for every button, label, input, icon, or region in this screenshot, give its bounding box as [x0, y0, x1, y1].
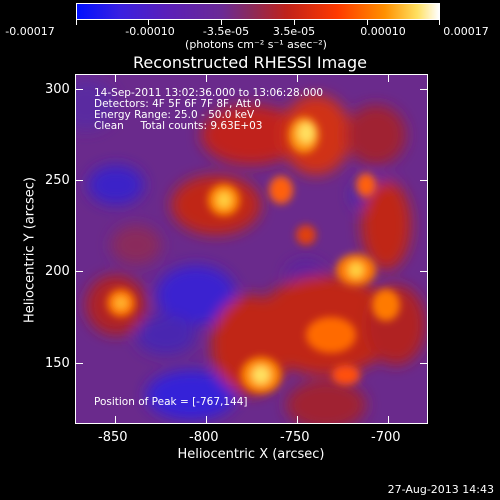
colorbar-tick-label: 0.00010: [360, 25, 406, 38]
colorbar-tick-label: 3.5e-05: [272, 25, 316, 38]
peak-position-annotation: Position of Peak = [-767,144]: [94, 396, 248, 408]
clean-annotation: Clean Total counts: 9.63E+03: [94, 120, 263, 132]
x-tick: [115, 416, 116, 424]
timestamp: 27-Aug-2013 14:43: [387, 483, 494, 496]
x-tick-label: -750: [280, 430, 310, 445]
rhessi-image: [75, 74, 428, 424]
time-range-annotation: 14-Sep-2011 13:02:36.000 to 13:06:28.000: [94, 87, 324, 99]
detectors-annotation: Detectors: 4F 5F 6F 7F 8F, Att 0: [94, 98, 261, 110]
x-tick: [206, 74, 207, 82]
colorbar-unit-label: (photons cm⁻² s⁻¹ asec⁻²): [185, 38, 327, 51]
x-tick-label: -800: [189, 430, 219, 445]
y-tick: [420, 271, 428, 272]
x-tick: [297, 416, 298, 424]
x-tick: [206, 416, 207, 424]
x-tick: [388, 74, 389, 82]
y-axis-title: Heliocentric Y (arcsec): [22, 177, 38, 323]
y-tick: [420, 89, 428, 90]
y-tick: [420, 180, 428, 181]
image-title: Reconstructed RHESSI Image: [133, 53, 367, 72]
y-tick-label: 250: [45, 173, 70, 188]
colorbar-tick-label: -0.00017: [5, 25, 55, 38]
energy-range-annotation: Energy Range: 25.0 - 50.0 keV: [94, 109, 255, 121]
y-tick: [75, 363, 83, 364]
x-axis-title: Heliocentric X (arcsec): [177, 447, 325, 462]
y-tick: [420, 363, 428, 364]
x-tick: [297, 74, 298, 82]
y-tick: [75, 89, 83, 90]
image-heatmap: [76, 75, 427, 423]
x-tick: [388, 416, 389, 424]
x-tick-label: -850: [98, 430, 128, 445]
y-tick-label: 300: [45, 82, 70, 97]
colorbar: [76, 3, 440, 20]
colorbar-tick-label: 0.00017: [443, 25, 489, 38]
x-tick-label: -700: [371, 430, 401, 445]
y-tick: [75, 180, 83, 181]
x-tick: [115, 74, 116, 82]
colorbar-ticks: [76, 20, 440, 26]
y-tick-label: 200: [45, 264, 70, 279]
colorbar-tick-label: -3.5e-05: [202, 25, 250, 38]
y-tick: [75, 271, 83, 272]
colorbar-tick-label: -0.00010: [125, 25, 175, 38]
y-tick-label: 150: [45, 356, 70, 371]
